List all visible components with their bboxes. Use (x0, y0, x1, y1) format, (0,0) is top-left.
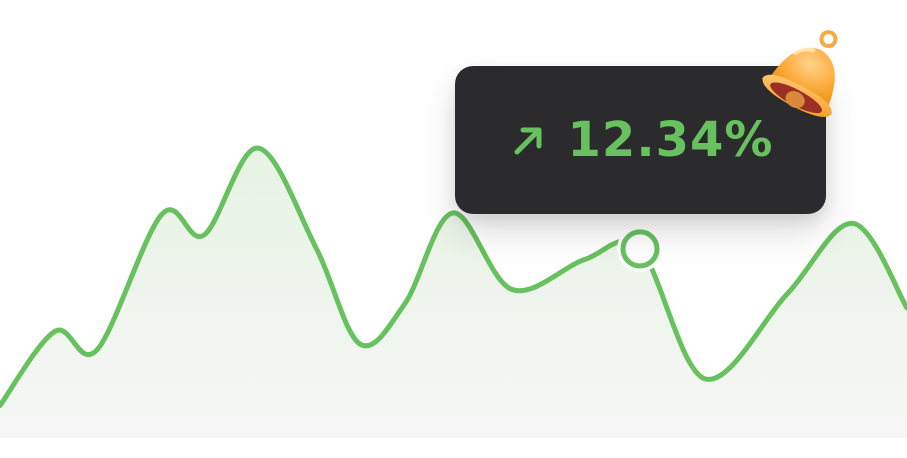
area-fill (0, 147, 907, 438)
series-line (0, 145, 907, 409)
focus-point[interactable] (620, 229, 660, 269)
arrow-up-right-icon (514, 127, 542, 155)
value-tooltip: 12.34% (455, 66, 826, 214)
tooltip-value: 12.34% (567, 112, 774, 168)
